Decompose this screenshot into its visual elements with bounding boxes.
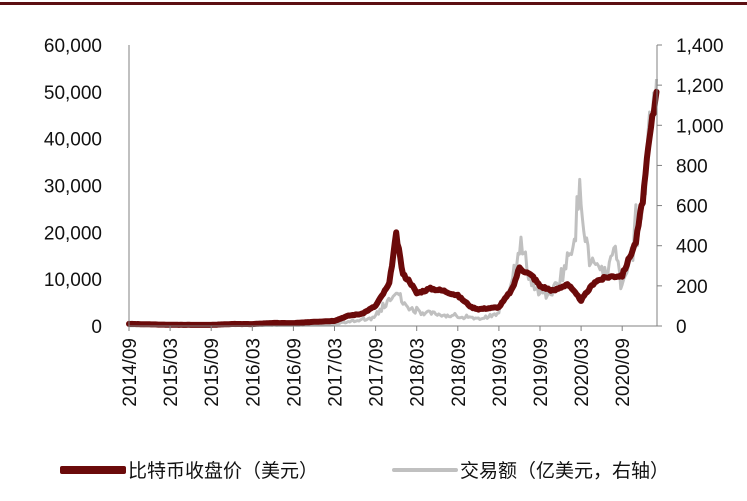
series-trading-volume — [128, 79, 658, 328]
x-axis-tick-label: 2016/09 — [284, 338, 305, 407]
x-axis-tick-label: 2015/09 — [202, 338, 223, 407]
axes: 0 10,000 20,000 30,000 40,000 50,000 60,000 0 20… — [44, 36, 724, 407]
legend-swatch-price — [60, 465, 126, 474]
right-axis-tick-label: 1,200 — [676, 76, 724, 97]
x-axis-tick-label: 2020/03 — [572, 338, 593, 407]
left-axis-tick-label: 20,000 — [44, 223, 102, 244]
series-btc-close-price — [126, 88, 660, 328]
header-rule — [0, 2, 747, 5]
legend-label-price: 比特币收盘价（美元） — [128, 460, 319, 482]
x-axis-tick-label: 2017/09 — [367, 338, 388, 407]
legend-swatch-volume — [392, 467, 458, 472]
dual-axis-line-chart: 0 10,000 20,000 30,000 40,000 50,000 60,000 0 20… — [44, 36, 724, 407]
right-axis-tick-label: 1,000 — [676, 116, 724, 137]
legend-item-volume: 交易额（亿美元，右轴） — [392, 456, 669, 483]
left-axis-tick-label: 30,000 — [44, 177, 102, 198]
x-axis-tick-label: 2019/03 — [490, 338, 511, 407]
x-axis-tick-label: 2016/03 — [243, 338, 264, 407]
right-axis-tick-label: 800 — [676, 156, 708, 177]
volume-line — [128, 79, 658, 328]
right-axis-tick-label: 1,400 — [676, 36, 724, 57]
right-axis-tick-label: 200 — [676, 277, 708, 298]
x-axis-tick-label: 2020/09 — [613, 338, 634, 407]
left-axis-tick-label: 10,000 — [44, 270, 102, 291]
left-axis-tick-label: 50,000 — [44, 83, 102, 104]
left-axis-tick-label: 60,000 — [44, 36, 102, 57]
legend-label-volume: 交易额（亿美元，右轴） — [460, 460, 670, 482]
left-axis-tick-label: 0 — [91, 317, 102, 338]
left-axis-tick-label: 40,000 — [44, 130, 102, 151]
x-axis-tick-label: 2014/09 — [120, 338, 141, 407]
right-axis-tick-label: 400 — [676, 237, 708, 258]
legend-item-price: 比特币收盘价（美元） — [60, 456, 318, 483]
chart-legend: 比特币收盘价（美元） 交易额（亿美元，右轴） — [0, 448, 747, 488]
x-axis-tick-label: 2018/03 — [408, 338, 429, 407]
x-axis-tick-label: 2018/09 — [449, 338, 470, 407]
x-axis-tick-label: 2017/03 — [326, 338, 347, 407]
x-axis-tick-label: 2015/03 — [161, 338, 182, 407]
right-axis-tick-label: 0 — [676, 317, 687, 338]
x-axis-tick-label: 2019/09 — [531, 338, 552, 407]
right-axis-tick-label: 600 — [676, 197, 708, 218]
price-line — [126, 88, 660, 328]
